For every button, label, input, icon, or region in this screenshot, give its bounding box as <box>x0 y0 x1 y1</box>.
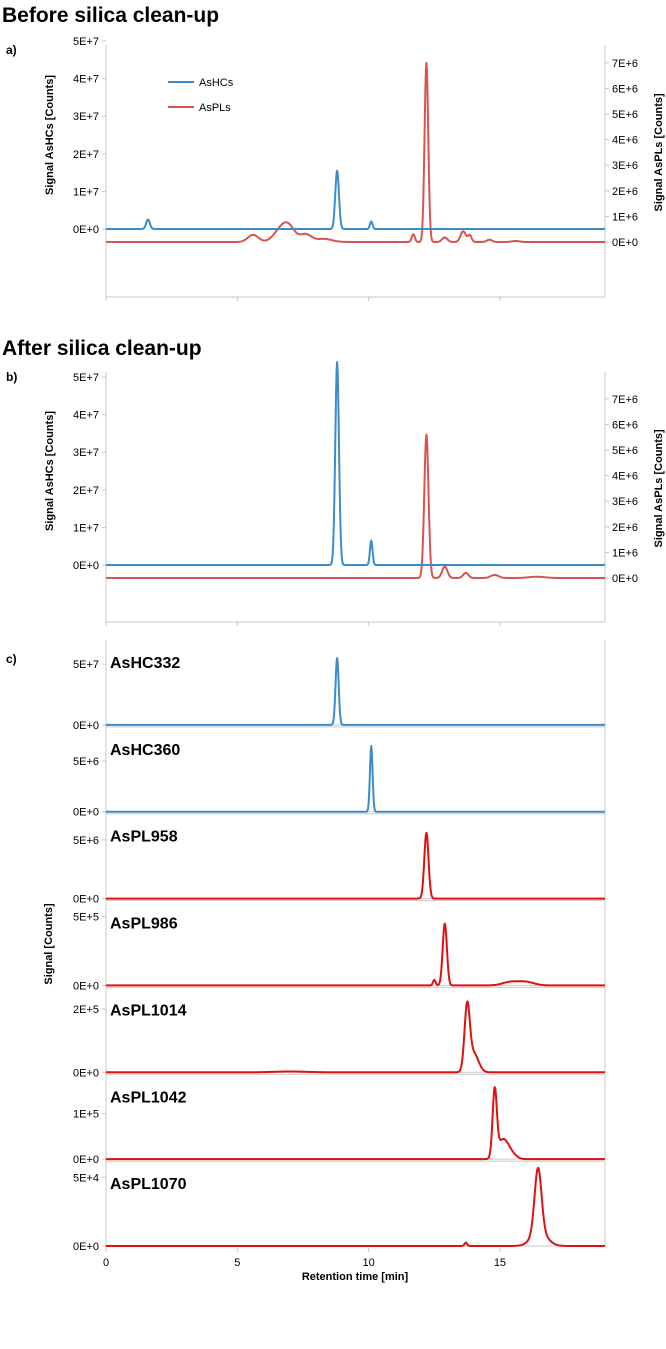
compound-label: AsHC360 <box>110 742 180 759</box>
subplot-tick-label: 2E+5 <box>73 1004 99 1016</box>
right-tick-label: 0E+0 <box>612 237 638 249</box>
right-tick-label: 6E+6 <box>612 83 638 95</box>
right-tick-label: 1E+6 <box>612 211 638 223</box>
panel-label: c) <box>6 652 17 666</box>
left-tick-label: 5E+7 <box>73 36 99 48</box>
right-tick-label: 6E+6 <box>612 419 638 431</box>
left-tick-label: 1E+7 <box>73 522 99 534</box>
left-axis-title: Signal AsHCs [Counts] <box>44 411 56 531</box>
compound-label: AsPL986 <box>110 916 178 933</box>
series-line-aspls <box>105 433 606 579</box>
panel-b: b) 0E+0 1E+7 2E+7 3E+7 4E+7 5E+7 0E+0 1E+6 2E+6 3E… <box>6 360 665 626</box>
subplot-tick-label: 5E+4 <box>73 1172 99 1184</box>
subplot-tick-label: 0E+0 <box>73 1154 99 1166</box>
right-tick-label: 4E+6 <box>612 471 638 483</box>
section-title-before: Before silica clean-up <box>2 4 219 27</box>
trace-aspl958 <box>105 831 606 900</box>
compound-label: AsPL958 <box>110 829 178 846</box>
right-tick-label: 5E+6 <box>612 109 638 121</box>
right-tick-label: 3E+6 <box>612 496 638 508</box>
right-tick-label: 2E+6 <box>612 522 638 534</box>
subplot-tick-label: 0E+0 <box>73 894 99 906</box>
x-axis-title: Retention time [min] <box>302 1271 409 1283</box>
left-axis-title: Signal AsHCs [Counts] <box>44 75 56 195</box>
legend-entry: AsHCs <box>199 77 234 89</box>
right-tick-label: 5E+6 <box>612 445 638 457</box>
right-tick-label: 2E+6 <box>612 186 638 198</box>
panel-c: c) 0E+0 5E+7 AsHC332 0E+0 5E+6 AsHC360 0E+0 5E+6… <box>6 640 606 1283</box>
right-tick-label: 0E+0 <box>612 573 638 585</box>
left-tick-label: 4E+7 <box>73 74 99 86</box>
section-title-after: After silica clean-up <box>2 337 202 360</box>
subplot-tick-label: 1E+5 <box>73 1109 99 1121</box>
subplot-tick-label: 0E+0 <box>73 807 99 819</box>
series-line-ashcs <box>105 169 606 230</box>
series-line-ashcs <box>105 360 606 566</box>
compound-label: AsHC332 <box>110 655 180 672</box>
subplot-tick-label: 0E+0 <box>73 1067 99 1079</box>
x-tick-label: 0 <box>103 1257 109 1269</box>
subplot-tick-label: 5E+6 <box>73 835 99 847</box>
trace-ashc360 <box>105 744 606 813</box>
left-tick-label: 4E+7 <box>73 410 99 422</box>
right-tick-label: 1E+6 <box>612 547 638 559</box>
right-tick-label: 4E+6 <box>612 135 638 147</box>
left-tick-label: 0E+0 <box>73 560 99 572</box>
x-tick-label: 15 <box>494 1257 506 1269</box>
right-axis-title: Signal AsPLs [Counts] <box>653 429 665 547</box>
compound-label: AsPL1042 <box>110 1089 187 1106</box>
subplot-tick-label: 5E+6 <box>73 756 99 768</box>
subplot-tick-label: 5E+7 <box>73 659 99 671</box>
right-axis-title: Signal AsPLs [Counts] <box>653 93 665 211</box>
right-tick-label: 3E+6 <box>612 160 638 172</box>
trace-aspl1070 <box>105 1166 606 1247</box>
subplot-tick-label: 0E+0 <box>73 980 99 992</box>
left-tick-label: 3E+7 <box>73 447 99 459</box>
subplot-tick-label: 0E+0 <box>73 1241 99 1253</box>
right-tick-label: 7E+6 <box>612 58 638 70</box>
left-tick-label: 0E+0 <box>73 224 99 236</box>
x-tick-label: 5 <box>234 1257 240 1269</box>
trace-ashc332 <box>105 657 606 726</box>
left-tick-label: 3E+7 <box>73 111 99 123</box>
panel-label: b) <box>6 370 17 384</box>
left-tick-label: 2E+7 <box>73 485 99 497</box>
compound-label: AsPL1070 <box>110 1176 187 1193</box>
left-tick-label: 2E+7 <box>73 149 99 161</box>
left-tick-label: 5E+7 <box>73 372 99 384</box>
trace-aspl1042 <box>105 1086 606 1161</box>
x-tick-label: 10 <box>363 1257 375 1269</box>
y-axis-title: Signal [Counts] <box>43 903 55 985</box>
left-tick-label: 1E+7 <box>73 186 99 198</box>
trace-aspl1014 <box>105 1000 606 1074</box>
subplot-tick-label: 0E+0 <box>73 720 99 732</box>
legend-entry: AsPLs <box>199 102 231 114</box>
trace-aspl986 <box>105 922 606 987</box>
subplot-tick-label: 5E+5 <box>73 912 99 924</box>
panel-label: a) <box>6 43 17 57</box>
compound-label: AsPL1014 <box>110 1002 187 1019</box>
right-tick-label: 7E+6 <box>612 394 638 406</box>
panel-a: a) 0E+0 1E+7 2E+7 3E+7 4E+7 5E+7 0E+0 1E+6 2E+6 3E… <box>6 36 665 301</box>
series-line-aspls <box>105 61 606 243</box>
